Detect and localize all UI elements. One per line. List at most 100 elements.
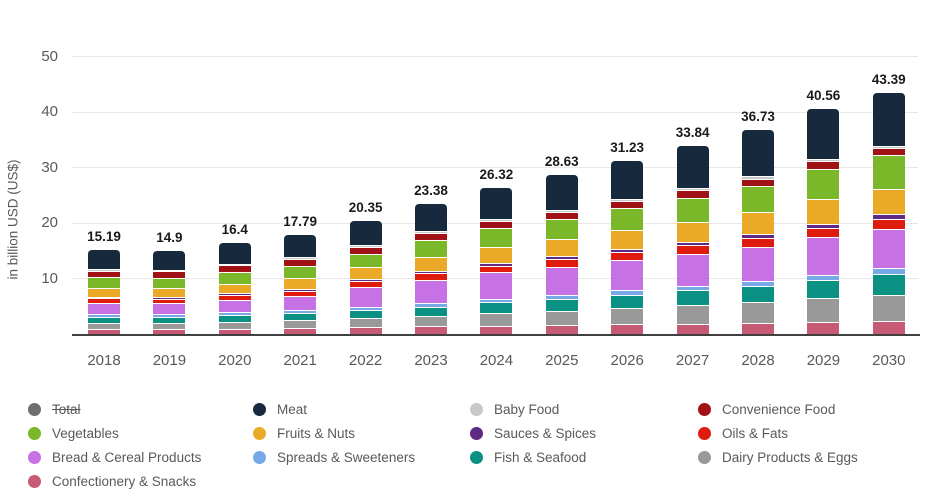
bar-segment-fruits-nuts[interactable] bbox=[284, 278, 317, 289]
bar-segment-sauces-spices[interactable] bbox=[349, 279, 382, 282]
bar-segment-spreads-sweeteners[interactable] bbox=[349, 307, 382, 311]
bar-segment-baby-food[interactable] bbox=[480, 219, 513, 222]
bar-segment-bread-cereal-products[interactable] bbox=[807, 237, 840, 275]
bar-segment-oils-fats[interactable] bbox=[872, 219, 905, 230]
bar-segment-vegetables[interactable] bbox=[611, 208, 644, 231]
bar-segment-dairy-products-eggs[interactable] bbox=[872, 294, 905, 321]
legend-item-convenience-food[interactable]: Convenience Food bbox=[698, 397, 918, 421]
bar-segment-baby-food[interactable] bbox=[415, 231, 447, 234]
bar-segment-convenience-food[interactable] bbox=[153, 271, 186, 278]
bar-segment-fruits-nuts[interactable] bbox=[153, 288, 186, 298]
legend-item-sauces-spices[interactable]: Sauces & Spices bbox=[470, 421, 698, 445]
bar-segment-vegetables[interactable] bbox=[872, 155, 905, 189]
bar-segment-fruits-nuts[interactable] bbox=[676, 221, 709, 242]
bar-segment-vegetables[interactable] bbox=[349, 253, 382, 268]
bar-segment-spreads-sweeteners[interactable] bbox=[415, 303, 447, 307]
bar-segment-sauces-spices[interactable] bbox=[742, 234, 774, 239]
bar-segment-sauces-spices[interactable] bbox=[545, 256, 578, 260]
bar-segment-dairy-products-eggs[interactable] bbox=[415, 315, 447, 327]
bar-segment-fish-seafood[interactable] bbox=[284, 312, 317, 321]
bar-segment-oils-fats[interactable] bbox=[415, 273, 447, 280]
bar-segment-fish-seafood[interactable] bbox=[742, 285, 774, 303]
bar-segment-oils-fats[interactable] bbox=[611, 252, 644, 261]
bar-segment-baby-food[interactable] bbox=[349, 244, 382, 247]
bar-segment-sauces-spices[interactable] bbox=[218, 293, 251, 295]
bar-segment-sauces-spices[interactable] bbox=[676, 241, 709, 246]
bar-segment-confectionery-snacks[interactable] bbox=[153, 329, 186, 334]
bar-segment-confectionery-snacks[interactable] bbox=[545, 325, 578, 334]
bar-segment-meat[interactable] bbox=[545, 175, 578, 210]
legend-item-bread-cereal-products[interactable]: Bread & Cereal Products bbox=[28, 445, 253, 469]
bar-segment-confectionery-snacks[interactable] bbox=[872, 320, 905, 334]
bar-segment-spreads-sweeteners[interactable] bbox=[545, 294, 578, 299]
bar-segment-baby-food[interactable] bbox=[153, 269, 186, 272]
legend-item-meat[interactable]: Meat bbox=[253, 397, 470, 421]
bar-segment-confectionery-snacks[interactable] bbox=[742, 322, 774, 334]
bar-segment-dairy-products-eggs[interactable] bbox=[807, 298, 840, 322]
bar-segment-spreads-sweeteners[interactable] bbox=[88, 314, 120, 317]
legend-item-spreads-sweeteners[interactable]: Spreads & Sweeteners bbox=[253, 445, 470, 469]
bar-segment-sauces-spices[interactable] bbox=[88, 297, 120, 299]
bar-segment-oils-fats[interactable] bbox=[349, 281, 382, 288]
bar-segment-oils-fats[interactable] bbox=[807, 228, 840, 238]
bar-segment-confectionery-snacks[interactable] bbox=[415, 326, 447, 334]
bar-segment-dairy-products-eggs[interactable] bbox=[742, 302, 774, 323]
bar-segment-spreads-sweeteners[interactable] bbox=[872, 268, 905, 274]
bar-segment-dairy-products-eggs[interactable] bbox=[284, 320, 317, 329]
bar-segment-oils-fats[interactable] bbox=[480, 265, 513, 273]
bar-segment-fruits-nuts[interactable] bbox=[807, 198, 840, 224]
bar-segment-confectionery-snacks[interactable] bbox=[88, 329, 120, 334]
bar-segment-meat[interactable] bbox=[88, 249, 120, 270]
bar-segment-confectionery-snacks[interactable] bbox=[480, 325, 513, 334]
bar-segment-bread-cereal-products[interactable] bbox=[349, 287, 382, 307]
bar-segment-fruits-nuts[interactable] bbox=[480, 246, 513, 263]
bar-segment-meat[interactable] bbox=[349, 221, 382, 245]
legend-item-dairy-products-eggs[interactable]: Dairy Products & Eggs bbox=[698, 445, 918, 469]
bar-segment-bread-cereal-products[interactable] bbox=[88, 303, 120, 315]
bar-segment-confectionery-snacks[interactable] bbox=[218, 328, 251, 334]
legend-item-fish-seafood[interactable]: Fish & Seafood bbox=[470, 445, 698, 469]
bar-segment-baby-food[interactable] bbox=[742, 176, 774, 179]
legend-item-confectionery-snacks[interactable]: Confectionery & Snacks bbox=[28, 469, 253, 493]
bar-segment-bread-cereal-products[interactable] bbox=[545, 266, 578, 295]
bar-segment-spreads-sweeteners[interactable] bbox=[676, 285, 709, 291]
bar-segment-convenience-food[interactable] bbox=[284, 259, 317, 266]
bar-segment-bread-cereal-products[interactable] bbox=[415, 279, 447, 304]
bar-segment-convenience-food[interactable] bbox=[872, 148, 905, 156]
bar-segment-bread-cereal-products[interactable] bbox=[742, 246, 774, 281]
legend-item-vegetables[interactable]: Vegetables bbox=[28, 421, 253, 445]
bar-segment-meat[interactable] bbox=[676, 146, 709, 189]
bar-segment-bread-cereal-products[interactable] bbox=[480, 272, 513, 299]
bar-segment-baby-food[interactable] bbox=[872, 145, 905, 149]
bar-segment-oils-fats[interactable] bbox=[284, 290, 317, 296]
bar-segment-dairy-products-eggs[interactable] bbox=[349, 318, 382, 328]
bar-segment-spreads-sweeteners[interactable] bbox=[611, 290, 644, 295]
bar-segment-sauces-spices[interactable] bbox=[153, 297, 186, 299]
bar-segment-baby-food[interactable] bbox=[545, 209, 578, 212]
bar-segment-fish-seafood[interactable] bbox=[415, 306, 447, 316]
bar-segment-fruits-nuts[interactable] bbox=[415, 256, 447, 272]
bar-segment-bread-cereal-products[interactable] bbox=[676, 253, 709, 286]
bar-segment-spreads-sweeteners[interactable] bbox=[742, 280, 774, 286]
bar-segment-confectionery-snacks[interactable] bbox=[349, 327, 382, 334]
bar-segment-confectionery-snacks[interactable] bbox=[807, 321, 840, 334]
bar-segment-dairy-products-eggs[interactable] bbox=[153, 322, 186, 330]
bar-segment-vegetables[interactable] bbox=[676, 197, 709, 222]
bar-segment-dairy-products-eggs[interactable] bbox=[480, 313, 513, 326]
bar-segment-confectionery-snacks[interactable] bbox=[284, 328, 317, 334]
bar-segment-bread-cereal-products[interactable] bbox=[611, 260, 644, 291]
bar-segment-meat[interactable] bbox=[742, 130, 774, 177]
bar-segment-meat[interactable] bbox=[153, 251, 186, 270]
bar-segment-vegetables[interactable] bbox=[284, 265, 317, 279]
legend-item-fruits-nuts[interactable]: Fruits & Nuts bbox=[253, 421, 470, 445]
bar-segment-convenience-food[interactable] bbox=[218, 265, 251, 272]
bar-segment-spreads-sweeteners[interactable] bbox=[153, 314, 186, 317]
bar-segment-dairy-products-eggs[interactable] bbox=[218, 321, 251, 329]
legend-item-baby-food[interactable]: Baby Food bbox=[470, 397, 698, 421]
bar-segment-fish-seafood[interactable] bbox=[349, 310, 382, 319]
bar-segment-sauces-spices[interactable] bbox=[872, 214, 905, 220]
bar-segment-bread-cereal-products[interactable] bbox=[872, 229, 905, 269]
bar-segment-vegetables[interactable] bbox=[545, 218, 578, 240]
bar-segment-fish-seafood[interactable] bbox=[872, 273, 905, 295]
bar-segment-meat[interactable] bbox=[480, 187, 513, 219]
